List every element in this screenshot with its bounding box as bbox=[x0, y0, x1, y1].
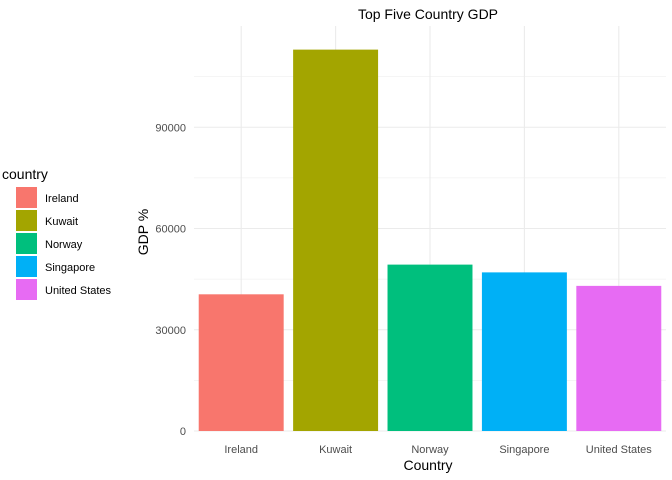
bar-kuwait bbox=[293, 49, 379, 431]
x-tick-label: United States bbox=[586, 444, 653, 456]
x-axis-title: Country bbox=[403, 457, 452, 473]
bar-ireland bbox=[198, 294, 284, 431]
bar-norway bbox=[387, 264, 473, 431]
x-tick-label: Ireland bbox=[224, 444, 258, 456]
legend-items: Ireland Kuwait Norway Singapore United State… bbox=[16, 187, 112, 300]
legend-key bbox=[16, 233, 37, 254]
legend-label: United States bbox=[45, 285, 112, 297]
legend-title: country bbox=[2, 166, 48, 182]
bars-layer bbox=[198, 49, 662, 431]
y-tick-label: 60000 bbox=[155, 224, 186, 236]
legend-label: Kuwait bbox=[45, 216, 78, 228]
legend-label: Singapore bbox=[45, 262, 95, 274]
legend-key bbox=[16, 256, 37, 277]
y-axis-ticks: 0 30000 60000 90000 bbox=[155, 122, 186, 438]
chart-title: Top Five Country GDP bbox=[358, 6, 498, 22]
bar-singapore bbox=[481, 272, 567, 431]
legend: country Ireland Kuwait Norway Singapore Unit… bbox=[2, 166, 112, 300]
y-axis-title: GDP % bbox=[135, 209, 151, 255]
x-tick-label: Norway bbox=[411, 444, 449, 456]
y-tick-label: 90000 bbox=[155, 122, 186, 134]
y-tick-label: 0 bbox=[180, 426, 186, 438]
legend-key bbox=[16, 210, 37, 231]
legend-key bbox=[16, 279, 37, 300]
legend-label: Ireland bbox=[45, 193, 79, 205]
x-tick-label: Kuwait bbox=[319, 444, 352, 456]
x-axis-ticks: Ireland Kuwait Norway Singapore United State… bbox=[224, 444, 652, 456]
y-tick-label: 30000 bbox=[155, 325, 186, 337]
x-tick-label: Singapore bbox=[499, 444, 549, 456]
legend-key bbox=[16, 187, 37, 208]
bar-united-states bbox=[576, 285, 662, 431]
legend-label: Norway bbox=[45, 239, 83, 251]
